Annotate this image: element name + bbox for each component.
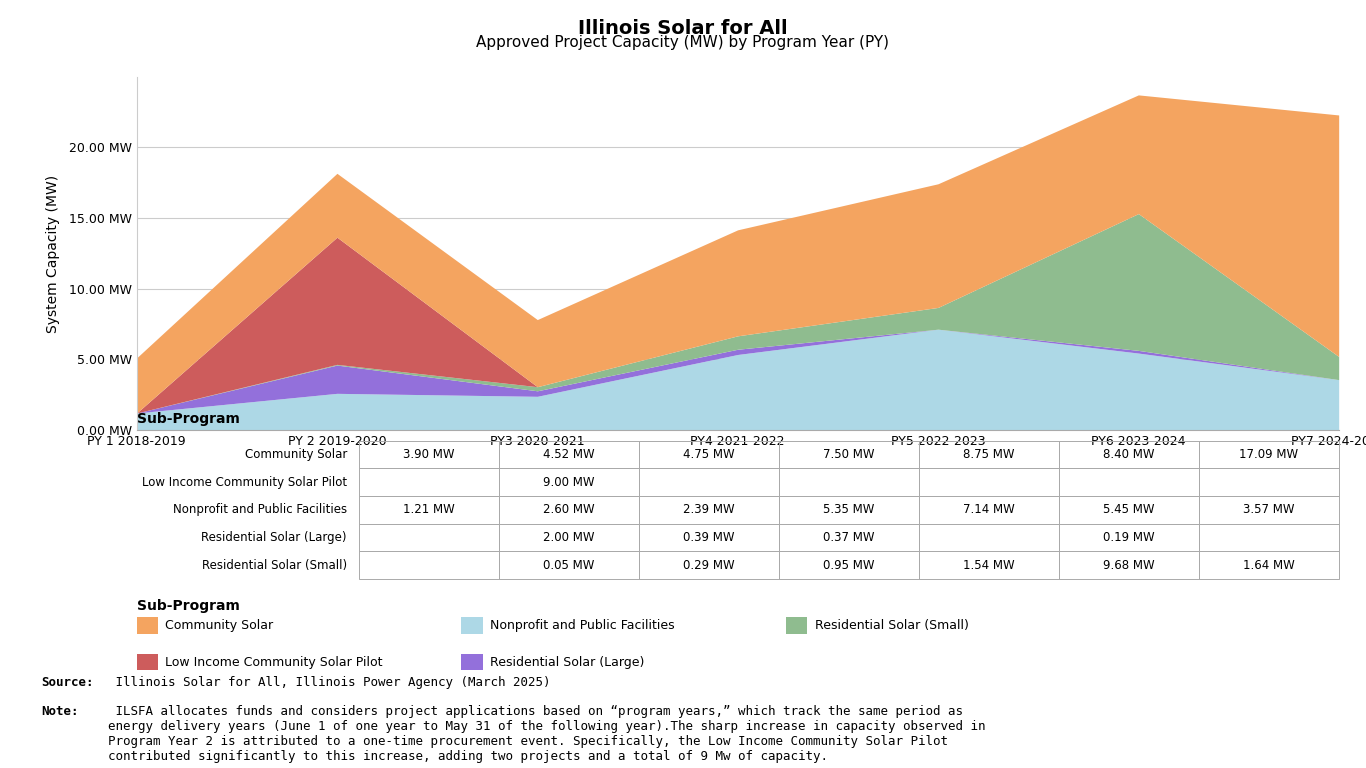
Text: Sub-Program: Sub-Program: [137, 599, 239, 613]
Bar: [462, 654, 482, 670]
Bar: [462, 617, 482, 634]
Text: Residential Solar (Large): Residential Solar (Large): [201, 531, 347, 544]
Bar: [359, 551, 499, 579]
Bar: [499, 551, 639, 579]
Text: Community Solar: Community Solar: [165, 620, 273, 632]
Y-axis label: System Capacity (MW): System Capacity (MW): [46, 174, 60, 333]
Bar: [779, 551, 919, 579]
Bar: [639, 441, 779, 468]
Text: Illinois Solar for All, Illinois Power Agency (March 2025): Illinois Solar for All, Illinois Power A…: [108, 676, 550, 689]
Bar: [1059, 468, 1199, 496]
Text: Illinois Solar for All: Illinois Solar for All: [578, 19, 788, 38]
Text: 3.90 MW: 3.90 MW: [403, 449, 455, 461]
Bar: [779, 496, 919, 524]
Text: Residential Solar (Small): Residential Solar (Small): [814, 620, 968, 632]
Text: 0.19 MW: 0.19 MW: [1102, 531, 1154, 544]
Text: 1.54 MW: 1.54 MW: [963, 559, 1015, 571]
Bar: [1199, 468, 1339, 496]
Bar: [499, 524, 639, 551]
Text: Sub-Program: Sub-Program: [137, 412, 239, 426]
Bar: [639, 468, 779, 496]
Text: 7.50 MW: 7.50 MW: [824, 449, 874, 461]
Text: Residential Solar (Small): Residential Solar (Small): [202, 559, 347, 571]
Bar: [499, 441, 639, 468]
Bar: [919, 551, 1059, 579]
Text: 4.75 MW: 4.75 MW: [683, 449, 735, 461]
Text: 1.64 MW: 1.64 MW: [1243, 559, 1295, 571]
Text: 8.75 MW: 8.75 MW: [963, 449, 1015, 461]
Bar: [137, 617, 158, 634]
Text: 5.45 MW: 5.45 MW: [1102, 504, 1154, 516]
Text: 0.29 MW: 0.29 MW: [683, 559, 735, 571]
Bar: [1059, 551, 1199, 579]
Text: ILSFA allocates funds and considers project applications based on “program years: ILSFA allocates funds and considers proj…: [108, 705, 985, 763]
Text: Community Solar: Community Solar: [245, 449, 347, 461]
Bar: [1059, 441, 1199, 468]
Bar: [1199, 496, 1339, 524]
Bar: [1059, 524, 1199, 551]
Text: 0.95 MW: 0.95 MW: [824, 559, 874, 571]
Bar: [919, 496, 1059, 524]
Bar: [639, 496, 779, 524]
Bar: [359, 468, 499, 496]
Bar: [639, 551, 779, 579]
Text: 0.37 MW: 0.37 MW: [824, 531, 874, 544]
Bar: [1199, 551, 1339, 579]
Text: 2.39 MW: 2.39 MW: [683, 504, 735, 516]
Text: Approved Project Capacity (MW) by Program Year (PY): Approved Project Capacity (MW) by Progra…: [477, 35, 889, 50]
Bar: [919, 468, 1059, 496]
Text: Nonprofit and Public Facilities: Nonprofit and Public Facilities: [490, 620, 675, 632]
Bar: [1059, 496, 1199, 524]
Bar: [359, 524, 499, 551]
Text: 9.00 MW: 9.00 MW: [544, 476, 594, 488]
Bar: [359, 496, 499, 524]
Bar: [919, 441, 1059, 468]
Text: 0.05 MW: 0.05 MW: [544, 559, 594, 571]
Text: 2.00 MW: 2.00 MW: [544, 531, 594, 544]
Bar: [1199, 524, 1339, 551]
Text: Low Income Community Solar Pilot: Low Income Community Solar Pilot: [142, 476, 347, 488]
Bar: [137, 654, 158, 670]
Text: 4.52 MW: 4.52 MW: [544, 449, 594, 461]
Text: 2.60 MW: 2.60 MW: [544, 504, 594, 516]
Bar: [779, 468, 919, 496]
Text: Note:: Note:: [41, 705, 78, 718]
Bar: [499, 496, 639, 524]
Text: 0.39 MW: 0.39 MW: [683, 531, 735, 544]
Text: 5.35 MW: 5.35 MW: [824, 504, 874, 516]
Bar: [919, 524, 1059, 551]
Text: 9.68 MW: 9.68 MW: [1102, 559, 1154, 571]
Text: 1.21 MW: 1.21 MW: [403, 504, 455, 516]
Text: Nonprofit and Public Facilities: Nonprofit and Public Facilities: [173, 504, 347, 516]
Bar: [1199, 441, 1339, 468]
Bar: [779, 524, 919, 551]
Text: 7.14 MW: 7.14 MW: [963, 504, 1015, 516]
Bar: [785, 617, 807, 634]
Text: Source:: Source:: [41, 676, 93, 689]
Bar: [359, 441, 499, 468]
Text: 3.57 MW: 3.57 MW: [1243, 504, 1295, 516]
Bar: [779, 441, 919, 468]
Text: Residential Solar (Large): Residential Solar (Large): [490, 656, 645, 668]
Text: 8.40 MW: 8.40 MW: [1102, 449, 1154, 461]
Bar: [499, 468, 639, 496]
Text: 17.09 MW: 17.09 MW: [1239, 449, 1298, 461]
Bar: [639, 524, 779, 551]
Text: Low Income Community Solar Pilot: Low Income Community Solar Pilot: [165, 656, 382, 668]
